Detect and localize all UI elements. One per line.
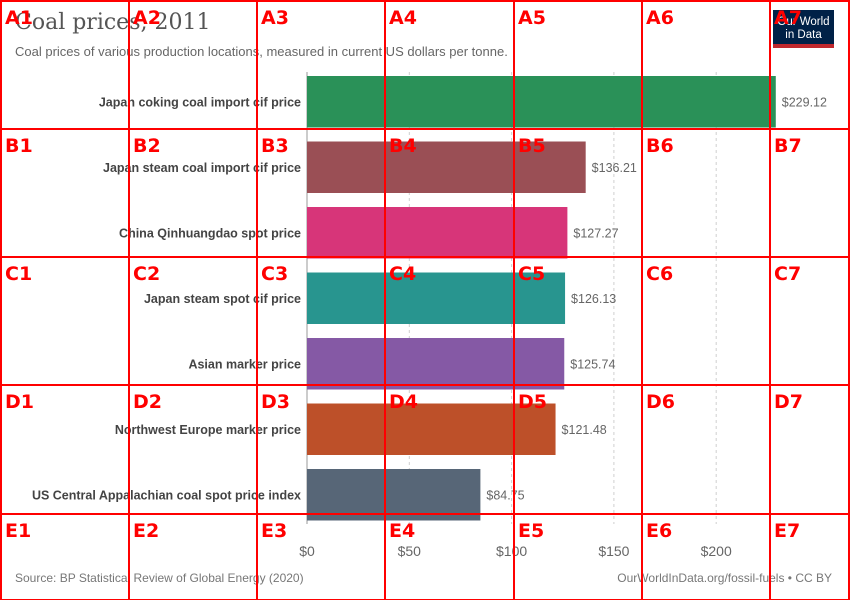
grid-cell-label: E3 xyxy=(261,520,287,542)
grid-cell-label: C1 xyxy=(5,263,32,285)
source-url[interactable]: OurWorldInData.org/fossil-fuels • CC BY xyxy=(617,571,832,585)
category-label: US Central Appalachian coal spot price i… xyxy=(32,488,301,502)
grid-cell-label: A1 xyxy=(5,7,33,29)
value-label: $121.48 xyxy=(562,423,607,437)
category-label: Northwest Europe marker price xyxy=(115,423,301,437)
bar-3 xyxy=(307,207,568,259)
grid-cell-label: C4 xyxy=(389,263,416,285)
x-tick-label: $0 xyxy=(299,543,315,559)
grid-cell-label: A7 xyxy=(774,7,802,29)
category-label: Asian marker price xyxy=(188,357,301,371)
category-label: Japan steam spot cif price xyxy=(144,292,301,306)
logo-line-1: Our World xyxy=(777,16,830,28)
bar-7 xyxy=(307,469,481,521)
bar-2 xyxy=(307,141,586,193)
grid-cell-label: B7 xyxy=(774,135,802,157)
grid-cell-label: E5 xyxy=(518,520,544,542)
grid-cell-label: D2 xyxy=(133,391,162,413)
grid-cell-label: A2 xyxy=(133,7,161,29)
grid-cell-label: E7 xyxy=(774,520,800,542)
value-label: $127.27 xyxy=(573,226,618,240)
value-label: $229.12 xyxy=(782,95,827,109)
grid-cell-label: D1 xyxy=(5,391,34,413)
grid-cell-label: C7 xyxy=(774,263,801,285)
value-label: $126.13 xyxy=(571,292,616,306)
grid-cell-label: D3 xyxy=(261,391,290,413)
grid-cell-label: A5 xyxy=(518,7,546,29)
grid-cell-label: A3 xyxy=(261,7,289,29)
grid-cell-label: B3 xyxy=(261,135,289,157)
source-note: Source: BP Statistical Review of Global … xyxy=(15,571,304,585)
value-label: $125.74 xyxy=(570,357,615,371)
owid-logo[interactable]: Our World in Data xyxy=(773,10,834,48)
category-label: Japan steam coal import cif price xyxy=(103,161,301,175)
category-label: Japan coking coal import cif price xyxy=(99,95,301,109)
x-tick-label: $200 xyxy=(701,543,732,559)
grid-cell-label: B1 xyxy=(5,135,33,157)
grid-cell-label: D4 xyxy=(389,391,418,413)
logo-line-2: in Data xyxy=(785,29,822,41)
grid-cell-label: C3 xyxy=(261,263,288,285)
grid-cell-label: D5 xyxy=(518,391,547,413)
grid-cell-label: B2 xyxy=(133,135,161,157)
grid-cell-label: C6 xyxy=(646,263,673,285)
grid-cell-label: C2 xyxy=(133,263,160,285)
x-tick-label: $50 xyxy=(398,543,422,559)
bar-4 xyxy=(307,272,566,324)
bar-5 xyxy=(307,338,565,390)
grid-cell-label: B6 xyxy=(646,135,674,157)
value-label: $136.21 xyxy=(592,161,637,175)
grid-cell-label: B4 xyxy=(389,135,417,157)
grid-cell-label: E1 xyxy=(5,520,31,542)
grid-cell-label: D6 xyxy=(646,391,675,413)
chart-title: Coal prices, 2011 xyxy=(15,10,211,35)
grid-cell-label: E2 xyxy=(133,520,159,542)
grid-cell-label: A6 xyxy=(646,7,674,29)
grid-cell-label: E4 xyxy=(389,520,415,542)
category-label: China Qinhuangdao spot price xyxy=(119,226,301,240)
grid-cell-label: E6 xyxy=(646,520,672,542)
grid-cell-label: D7 xyxy=(774,391,803,413)
value-label: $84.75 xyxy=(486,488,524,502)
x-tick-label: $100 xyxy=(496,543,527,559)
grid-cell-label: A4 xyxy=(389,7,417,29)
grid-cell-label: B5 xyxy=(518,135,546,157)
grid-cell-label: C5 xyxy=(518,263,545,285)
x-tick-label: $150 xyxy=(598,543,629,559)
